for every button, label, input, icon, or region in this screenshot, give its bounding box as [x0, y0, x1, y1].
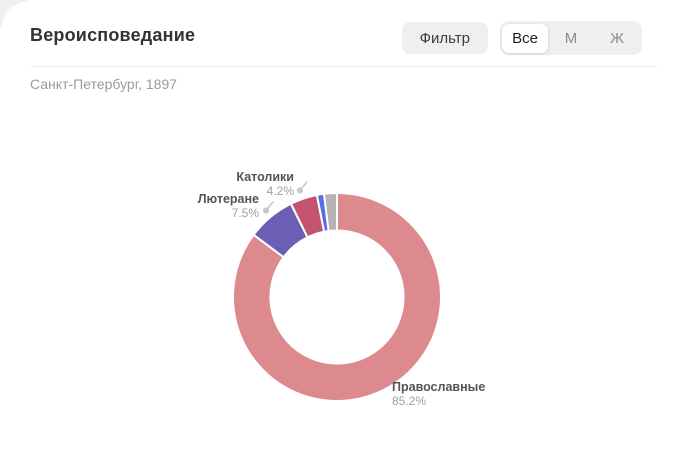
slice-label-percent: 7.5%: [231, 206, 259, 221]
segment-male[interactable]: М: [548, 24, 594, 53]
donut-slice-other-4[interactable]: [322, 192, 338, 232]
chart-subtitle: Санкт-Петербург, 1897: [30, 76, 178, 92]
label-pin-katoliki: [296, 181, 308, 194]
chart-controls: Фильтр Все М Ж: [401, 21, 642, 55]
slice-label-percent: 85.2%: [392, 394, 427, 409]
header-divider: [30, 66, 657, 67]
slice-label-name: Православные: [392, 380, 486, 394]
segment-all[interactable]: Все: [502, 23, 548, 53]
slice-label-lyuterane: Лютеране 7.5%: [198, 192, 259, 221]
slice-label-percent: 4.2%: [266, 184, 294, 199]
slice-label-katoliki: Католики 4.2%: [236, 170, 294, 199]
filter-button[interactable]: Фильтр: [401, 22, 488, 54]
gender-segmented-control: Все М Ж: [500, 21, 642, 55]
segment-female[interactable]: Ж: [594, 24, 640, 53]
label-pin-lyuterane: [262, 201, 274, 214]
page-title: Вероисповедание: [30, 25, 196, 45]
slice-label-name: Лютеране: [197, 192, 259, 206]
slice-label-pravoslavnye: Православные 85.2%: [392, 380, 485, 409]
donut-slice-Православные[interactable]: [232, 192, 442, 402]
slice-label-name: Католики: [236, 170, 294, 184]
